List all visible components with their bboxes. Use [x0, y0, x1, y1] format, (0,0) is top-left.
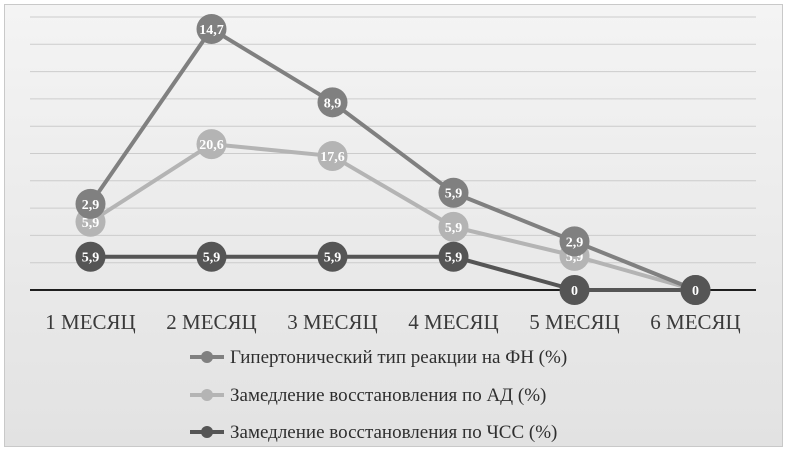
data-point-marker [559, 226, 590, 257]
series-line [90, 254, 696, 292]
data-label: 2,9 [82, 198, 100, 213]
x-tick-label: 3 МЕСЯЦ [287, 310, 377, 334]
data-label: 5,9 [445, 221, 463, 236]
data-label: 5,9 [82, 216, 100, 231]
x-tick-label: 5 МЕСЯЦ [529, 310, 619, 334]
data-point-marker [317, 241, 348, 272]
data-point-marker [680, 275, 711, 305]
series-line [89, 142, 697, 292]
data-point-marker [75, 188, 106, 219]
data-point-marker [438, 177, 469, 208]
gridlines [30, 16, 756, 264]
data-label: 5,9 [203, 251, 221, 266]
series-lines [88, 26, 697, 292]
legend-entry-label: Гипертонический тип реакции на ФН (%) [230, 347, 567, 368]
data-label: 5,9 [445, 187, 463, 202]
legend: Гипертонический тип реакции на ФН (%) Зам… [190, 347, 567, 443]
series-points: 5,9 20,6 17,6 5,9 5,9 0 2,9 14,7 8,9 5,9 2,9 0 5,9 5,… [75, 13, 711, 305]
data-label: 20,6 [199, 138, 224, 153]
data-point-marker [438, 241, 469, 272]
x-tick-label: 2 МЕСЯЦ [166, 310, 256, 334]
data-point-marker [438, 211, 469, 242]
x-tick-labels: 1 МЕСЯЦ 2 МЕСЯЦ 3 МЕСЯЦ 4 МЕСЯЦ 5 МЕСЯЦ 6 МЕС… [45, 310, 740, 334]
data-point-marker [317, 141, 348, 172]
legend-swatch-marker [201, 389, 213, 401]
data-label: 14,7 [199, 23, 224, 38]
data-point-marker [559, 275, 590, 305]
chart-frame [4, 4, 783, 447]
legend-swatch-marker [201, 426, 213, 438]
data-point-marker [196, 241, 227, 272]
series-line [88, 26, 697, 292]
data-label: 8,9 [324, 96, 342, 111]
data-point-marker [196, 13, 227, 44]
data-label: 5,9 [82, 251, 100, 266]
data-point-marker [317, 87, 348, 118]
data-label: 2,9 [566, 235, 584, 250]
data-label: 5,9 [324, 251, 342, 266]
data-point-marker [196, 129, 227, 160]
x-tick-label: 1 МЕСЯЦ [45, 310, 135, 334]
legend-swatch-marker [201, 351, 213, 363]
x-tick-label: 6 МЕСЯЦ [650, 310, 740, 334]
legend-entry-label: Замедление восстановления по АД (%) [230, 385, 546, 406]
legend-entry-label: Замедление восстановления по ЧСС (%) [230, 422, 557, 443]
data-point-marker [75, 241, 106, 272]
data-label: 17,6 [320, 150, 345, 165]
data-label: 5,9 [445, 251, 463, 266]
data-label: 0 [571, 284, 578, 299]
data-label: 0 [692, 284, 699, 299]
x-tick-label: 4 МЕСЯЦ [408, 310, 498, 334]
